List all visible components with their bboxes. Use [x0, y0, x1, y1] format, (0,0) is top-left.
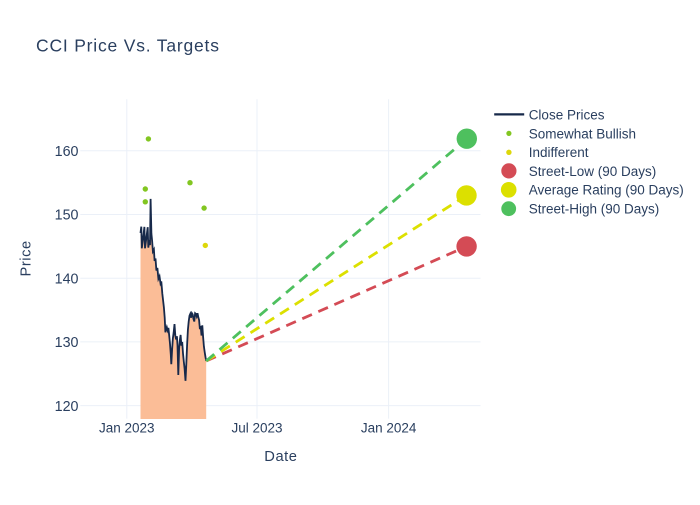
svg-text:Jan 2024: Jan 2024	[361, 421, 417, 436]
svg-text:Jul 2023: Jul 2023	[231, 421, 282, 436]
svg-text:140: 140	[55, 271, 79, 287]
svg-text:Average Rating (90 Days): Average Rating (90 Days)	[529, 183, 684, 198]
svg-text:Street-High (90 Days): Street-High (90 Days)	[529, 202, 660, 217]
svg-text:CCI Price Vs. Targets: CCI Price Vs. Targets	[36, 35, 220, 55]
svg-text:Indifferent: Indifferent	[529, 145, 589, 160]
svg-text:Street-Low (90 Days): Street-Low (90 Days)	[529, 164, 657, 179]
svg-text:Date: Date	[264, 449, 297, 465]
svg-text:Somewhat Bullish: Somewhat Bullish	[529, 126, 636, 141]
svg-text:Price: Price	[19, 240, 35, 276]
svg-text:150: 150	[55, 208, 79, 224]
svg-text:130: 130	[55, 335, 79, 351]
svg-text:120: 120	[55, 399, 79, 415]
svg-text:160: 160	[55, 144, 79, 160]
svg-text:Close Prices: Close Prices	[529, 107, 605, 122]
svg-text:Jan 2023: Jan 2023	[99, 421, 155, 436]
